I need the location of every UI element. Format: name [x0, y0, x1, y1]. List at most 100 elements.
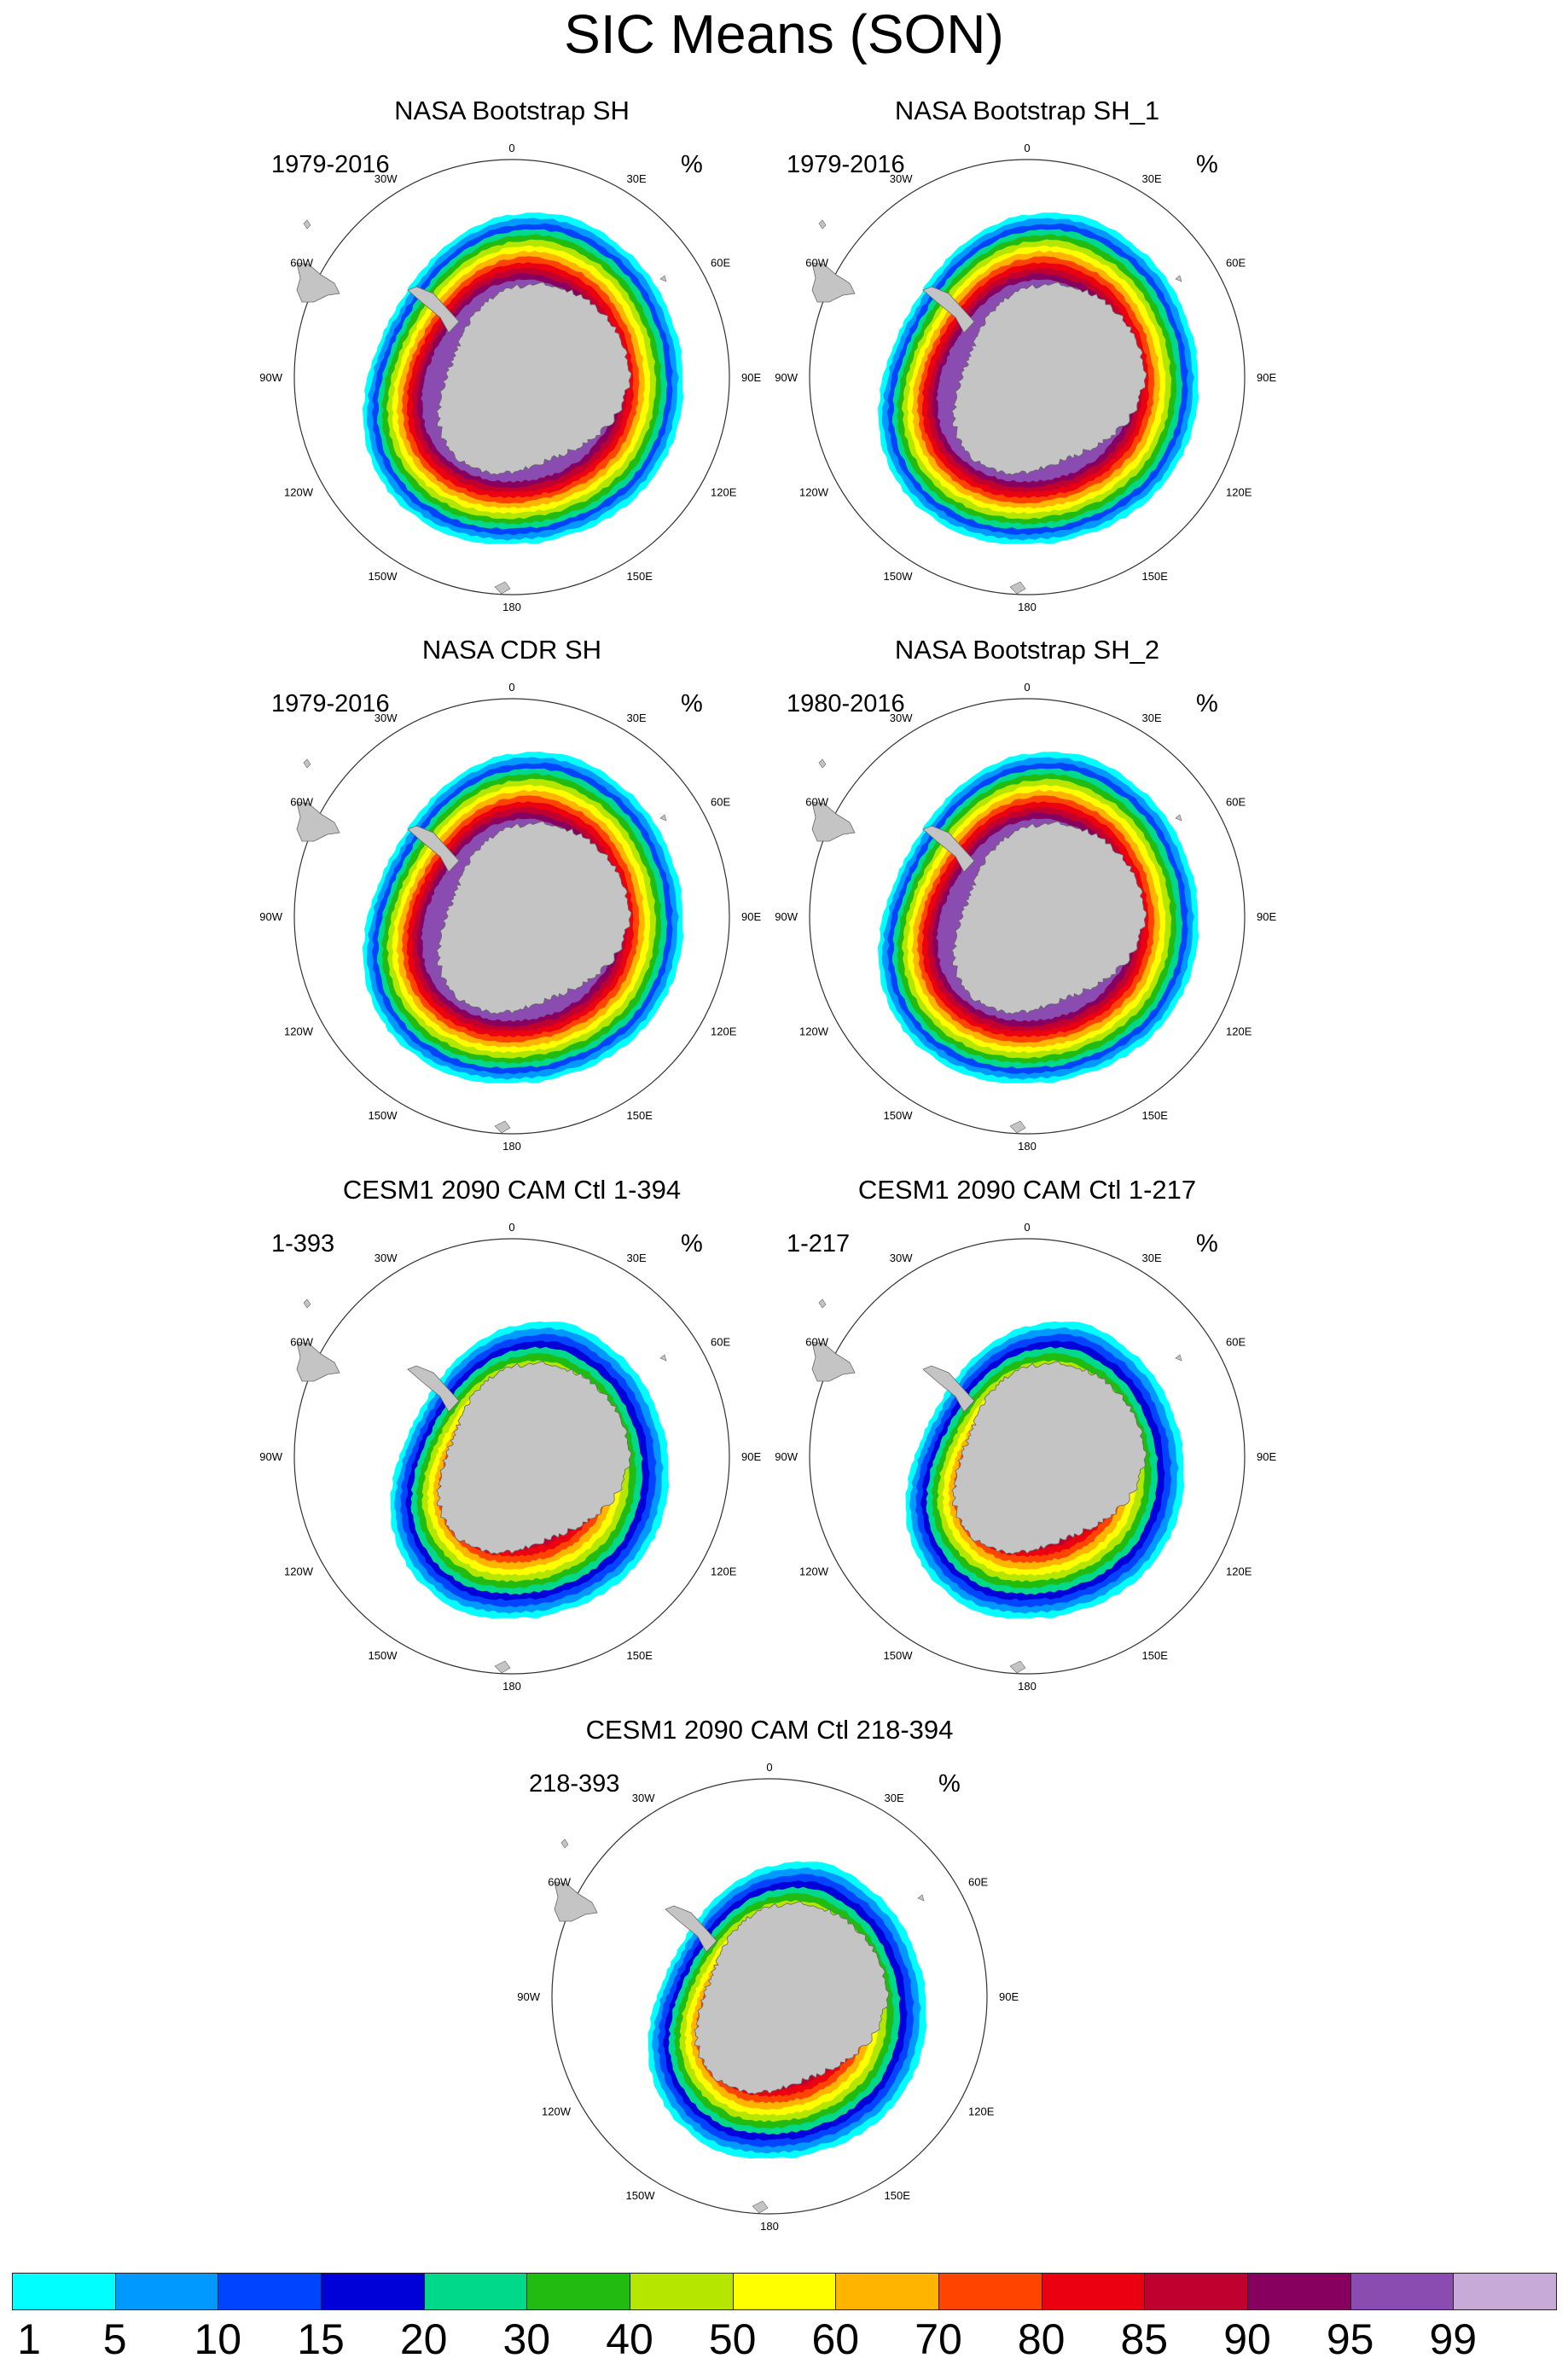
- antarctica-landmass: [951, 282, 1147, 476]
- colorbar-swatch: [1041, 2273, 1146, 2310]
- colorbar-swatch: [114, 2273, 219, 2310]
- longitude-label: 120E: [968, 2106, 995, 2118]
- longitude-label: 120E: [1226, 1565, 1252, 1578]
- island-landmass: [303, 1298, 311, 1309]
- panel-units: %: [1196, 1230, 1218, 1258]
- south-america-landmass: [811, 262, 856, 303]
- panel-title: NASA Bootstrap SH_2: [894, 635, 1160, 665]
- south-america-landmass: [296, 801, 340, 842]
- colorbar-swatch: [526, 2273, 630, 2310]
- island-landmass: [818, 758, 827, 769]
- panel-period: 1980-2016: [787, 690, 905, 717]
- longitude-label: 180: [1018, 1680, 1037, 1693]
- antarctica-landmass: [694, 1901, 890, 2095]
- longitude-label: 0: [766, 1761, 772, 1774]
- new-zealand-landmass: [494, 581, 511, 595]
- longitude-label: 180: [760, 2220, 779, 2233]
- longitude-label: 30W: [375, 1252, 398, 1264]
- longitude-label: 180: [502, 1140, 521, 1153]
- colorbar-tick-label: 30: [502, 2315, 551, 2363]
- map-panel: NASA Bootstrap SH 1979-2016 % 0 30E 60E 90E…: [239, 96, 785, 650]
- colorbar-tick-label: 50: [708, 2315, 757, 2363]
- longitude-label: 30W: [890, 172, 913, 185]
- panel-title: NASA Bootstrap SH_1: [894, 96, 1160, 125]
- colorbar-swatch: [12, 2273, 116, 2310]
- longitude-label: 120E: [711, 1565, 737, 1578]
- longitude-label: 90W: [775, 371, 798, 384]
- map-panel: CESM1 2090 CAM Ctl 1-217 1-217 % 0 30E 60E…: [754, 1175, 1300, 1729]
- island-landmass: [303, 219, 311, 229]
- new-zealand-landmass: [1009, 581, 1026, 595]
- antarctic-peninsula: [407, 825, 460, 873]
- polar-map: 0 30E 60E 90E 120E 150E 180 150W 120W 90W 60W 30W: [775, 681, 1276, 1153]
- new-zealand-landmass: [1009, 1660, 1026, 1674]
- panel-title: NASA Bootstrap SH: [394, 96, 630, 125]
- panel-title: CESM1 2090 CAM Ctl 1-394: [342, 1175, 682, 1205]
- antarctica-landmass: [951, 821, 1147, 1015]
- colorbar-tick-label: 99: [1429, 2315, 1478, 2363]
- longitude-label: 150W: [884, 570, 914, 583]
- colorbar-tick-label: 1: [17, 2315, 41, 2363]
- longitude-label: 0: [508, 681, 514, 694]
- longitude-label: 0: [508, 1221, 514, 1234]
- map-panel: CESM1 2090 CAM Ctl 218-394 218-393 % 0 30…: [497, 1715, 1042, 2269]
- longitude-label: 60W: [290, 1336, 313, 1349]
- longitude-label: 60E: [968, 1876, 988, 1889]
- longitude-label: 150W: [369, 1649, 398, 1662]
- south-america-landmass: [811, 801, 856, 842]
- longitude-label: 150E: [1142, 1109, 1169, 1122]
- colorbar-swatch: [1144, 2273, 1248, 2310]
- longitude-label: 30W: [375, 172, 398, 185]
- colorbar-swatch: [218, 2273, 322, 2310]
- longitude-label: 30W: [890, 712, 913, 724]
- longitude-label: 60E: [711, 1336, 730, 1349]
- colorbar-tick-label: 70: [915, 2315, 962, 2363]
- longitude-label: 120W: [284, 1565, 314, 1578]
- panel-units: %: [938, 1770, 961, 1798]
- longitude-label: 120W: [799, 486, 829, 499]
- longitude-label: 60W: [805, 1336, 828, 1349]
- longitude-label: 30E: [1142, 712, 1162, 724]
- south-america-landmass: [554, 1881, 598, 1922]
- longitude-label: 120E: [1226, 486, 1252, 499]
- antarctica-landmass: [436, 1361, 632, 1555]
- longitude-label: 60W: [805, 796, 828, 809]
- polar-map: 0 30E 60E 90E 120E 150E 180 150W 120W 90W 60W 30W: [259, 681, 761, 1153]
- longitude-label: 150E: [885, 2189, 911, 2202]
- polar-map: 0 30E 60E 90E 120E 150E 180 150W 120W 90W 60W 30W: [775, 142, 1276, 613]
- longitude-label: 150W: [369, 1109, 398, 1122]
- longitude-label: 90W: [259, 1450, 282, 1463]
- longitude-label: 150E: [1142, 570, 1169, 583]
- longitude-label: 30E: [627, 172, 647, 185]
- south-america-landmass: [296, 1341, 340, 1382]
- longitude-label: 150W: [884, 1109, 914, 1122]
- longitude-label: 30W: [632, 1792, 655, 1804]
- longitude-label: 90E: [741, 910, 761, 923]
- polar-map: 0 30E 60E 90E 120E 150E 180 150W 120W 90W 60W 30W: [259, 1221, 761, 1693]
- antarctic-peninsula: [922, 825, 975, 873]
- antarctic-peninsula: [665, 1905, 717, 1953]
- panel-period: 1979-2016: [271, 151, 390, 178]
- map-panel: NASA Bootstrap SH_1 1979-2016 % 0 30E 60E 9…: [754, 96, 1300, 650]
- antarctic-peninsula: [922, 1365, 975, 1413]
- longitude-label: 90W: [259, 371, 282, 384]
- south-america-landmass: [296, 262, 340, 303]
- south-america-landmass: [811, 1341, 856, 1382]
- kerguelen-landmass: [917, 1894, 925, 1902]
- longitude-label: 60W: [290, 257, 313, 270]
- panel-period: 1-217: [787, 1230, 851, 1258]
- kerguelen-landmass: [659, 1354, 667, 1362]
- colorbar-tick-label: 90: [1223, 2315, 1271, 2363]
- longitude-label: 120W: [799, 1025, 829, 1038]
- panel-units: %: [1196, 690, 1218, 717]
- longitude-label: 30E: [885, 1792, 904, 1804]
- longitude-label: 180: [1018, 1140, 1037, 1153]
- new-zealand-landmass: [752, 2200, 769, 2214]
- panel-units: %: [681, 690, 703, 717]
- colorbar-tick-label: 40: [606, 2315, 653, 2363]
- longitude-label: 60E: [1226, 1336, 1246, 1349]
- polar-map: 0 30E 60E 90E 120E 150E 180 150W 120W 90W 60W 30W: [259, 142, 761, 613]
- polar-map: 0 30E 60E 90E 120E 150E 180 150W 120W 90W 60W 30W: [775, 1221, 1276, 1693]
- panel-units: %: [681, 1230, 703, 1258]
- panel-period: 1-393: [271, 1230, 335, 1258]
